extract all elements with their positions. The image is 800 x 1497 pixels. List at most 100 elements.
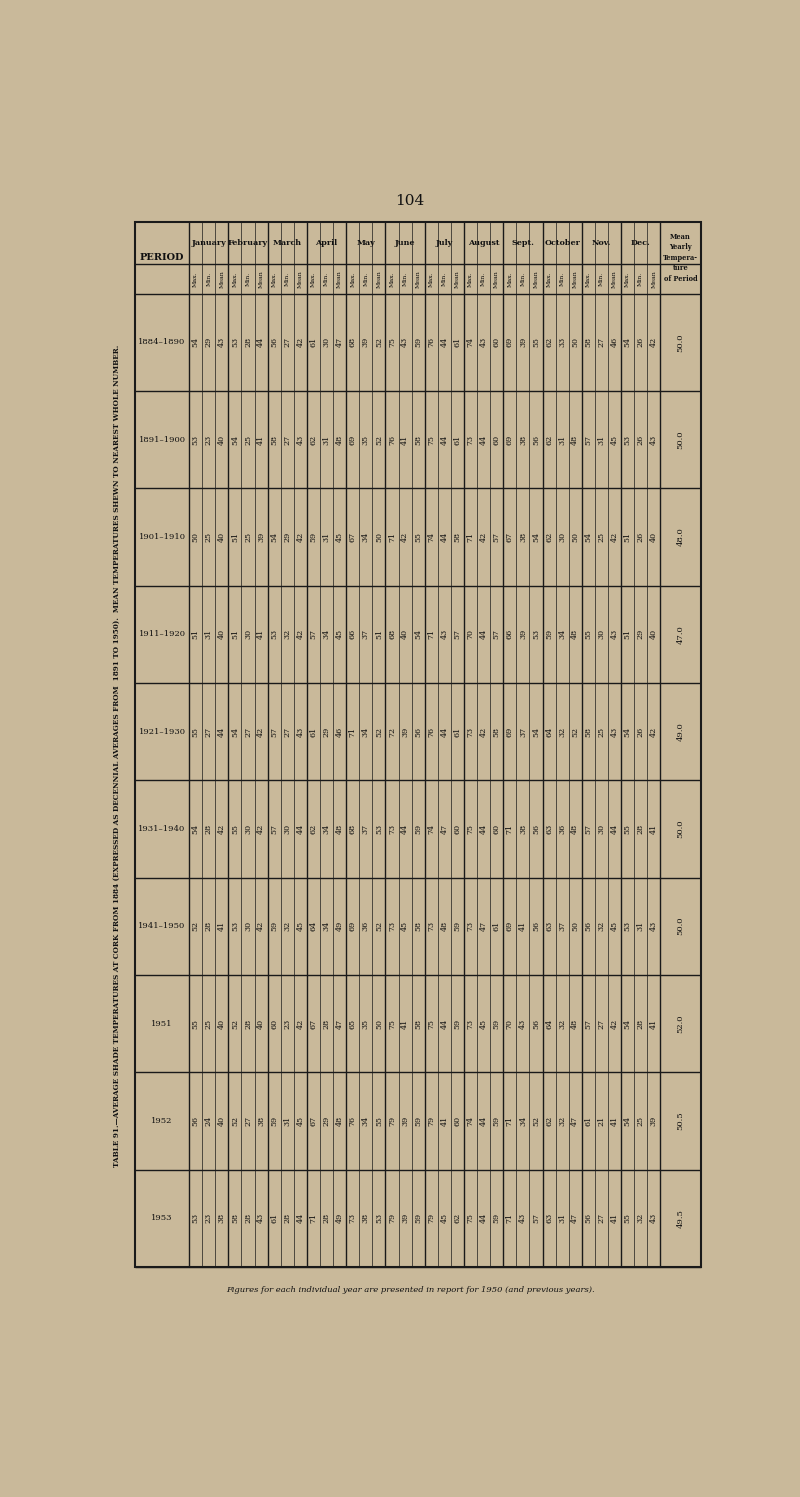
Text: 39: 39 — [519, 629, 527, 639]
Text: 104: 104 — [395, 195, 425, 208]
Text: 32: 32 — [283, 629, 291, 639]
Text: 26: 26 — [637, 434, 645, 445]
Text: 74: 74 — [466, 1115, 474, 1126]
Text: 72: 72 — [388, 726, 396, 737]
Text: 54: 54 — [192, 337, 200, 347]
Text: March: March — [273, 240, 302, 247]
Text: 68: 68 — [349, 337, 357, 347]
Text: 58: 58 — [493, 726, 501, 737]
Text: 57: 57 — [584, 434, 592, 445]
Text: 71: 71 — [310, 1213, 318, 1223]
Text: 68: 68 — [349, 823, 357, 834]
Text: 55: 55 — [584, 629, 592, 639]
Text: 62: 62 — [310, 434, 318, 445]
Text: 31: 31 — [322, 531, 330, 542]
Text: 61: 61 — [454, 337, 462, 347]
Text: 1951: 1951 — [151, 1019, 173, 1027]
Text: 40: 40 — [218, 1018, 226, 1028]
Text: 48: 48 — [440, 921, 448, 931]
Text: 34: 34 — [558, 629, 566, 639]
Text: 50.0: 50.0 — [677, 918, 685, 936]
Text: 42: 42 — [610, 531, 618, 542]
Text: 51: 51 — [192, 629, 200, 639]
Text: 44: 44 — [480, 1213, 488, 1223]
Text: 62: 62 — [545, 531, 553, 542]
Text: 51: 51 — [375, 629, 383, 639]
Text: 58: 58 — [414, 1018, 422, 1028]
Text: 42: 42 — [257, 921, 265, 931]
Text: 52: 52 — [231, 1018, 239, 1028]
Text: TABLE 91.—AVERAGE SHADE TEMPERATURES AT CORK FROM 1884 (EXPRESSED AS DECENNIAL A: TABLE 91.—AVERAGE SHADE TEMPERATURES AT … — [113, 344, 121, 1168]
Text: Max.: Max. — [507, 271, 512, 287]
Text: 58: 58 — [454, 531, 462, 542]
Text: 53: 53 — [231, 921, 239, 931]
Text: 46: 46 — [610, 337, 618, 347]
Text: 56: 56 — [192, 1115, 200, 1126]
Text: 76: 76 — [427, 726, 435, 737]
Text: 71: 71 — [388, 531, 396, 542]
Text: 63: 63 — [545, 921, 553, 931]
Text: 52: 52 — [192, 921, 200, 931]
Text: 25: 25 — [598, 726, 606, 737]
Text: 28: 28 — [244, 1213, 252, 1223]
Text: 54: 54 — [532, 531, 540, 542]
Text: 25: 25 — [637, 1115, 645, 1126]
Text: 48: 48 — [571, 434, 579, 445]
Text: 49.5: 49.5 — [677, 1208, 685, 1228]
Text: 25: 25 — [205, 1018, 213, 1028]
Text: Mean: Mean — [455, 269, 460, 287]
Text: Mean: Mean — [416, 269, 421, 287]
Text: 53: 53 — [192, 434, 200, 445]
Text: 41: 41 — [257, 434, 265, 445]
Text: 29: 29 — [283, 531, 291, 542]
Text: 44: 44 — [296, 1213, 304, 1223]
Text: 54: 54 — [624, 1115, 632, 1126]
Text: 27: 27 — [283, 726, 291, 737]
Text: 53: 53 — [624, 434, 632, 445]
Text: Max.: Max. — [429, 271, 434, 287]
Text: 45: 45 — [336, 531, 344, 542]
Text: 31: 31 — [637, 921, 645, 931]
Text: 43: 43 — [440, 629, 448, 639]
Text: 58: 58 — [414, 921, 422, 931]
Text: 48: 48 — [571, 823, 579, 834]
Text: 56: 56 — [532, 921, 540, 931]
Text: 42: 42 — [257, 823, 265, 834]
Text: 59: 59 — [414, 1115, 422, 1126]
Text: 54: 54 — [414, 629, 422, 639]
Text: 44: 44 — [296, 823, 304, 834]
Text: 71: 71 — [349, 726, 357, 737]
Text: 59: 59 — [414, 823, 422, 834]
Text: 44: 44 — [440, 337, 448, 347]
Text: 41: 41 — [440, 1115, 448, 1126]
Text: 27: 27 — [244, 1115, 252, 1126]
Text: 31: 31 — [558, 434, 566, 445]
Text: 44: 44 — [218, 726, 226, 737]
Text: 37: 37 — [362, 823, 370, 834]
Text: 28: 28 — [322, 1213, 330, 1223]
Text: 41: 41 — [610, 1213, 618, 1223]
Text: 38: 38 — [362, 1213, 370, 1223]
Text: Min.: Min. — [520, 272, 526, 286]
Text: 55: 55 — [414, 531, 422, 542]
Text: 29: 29 — [322, 726, 330, 737]
Text: Mean: Mean — [337, 269, 342, 287]
Text: 36: 36 — [362, 921, 370, 931]
Text: 50.5: 50.5 — [677, 1112, 685, 1130]
Text: 28: 28 — [637, 1018, 645, 1028]
Text: 27: 27 — [598, 337, 606, 347]
Text: Min.: Min. — [560, 272, 565, 286]
Text: 63: 63 — [545, 823, 553, 834]
Text: Min.: Min. — [206, 272, 211, 286]
Text: 38: 38 — [519, 434, 527, 445]
Text: 38: 38 — [218, 1213, 226, 1223]
Text: 52: 52 — [375, 434, 383, 445]
Text: 54: 54 — [584, 531, 592, 542]
Text: 52: 52 — [375, 337, 383, 347]
Text: 54: 54 — [270, 531, 278, 542]
Text: 39: 39 — [401, 1213, 409, 1223]
Text: 30: 30 — [244, 823, 252, 834]
Text: 57: 57 — [493, 629, 501, 639]
Text: 40: 40 — [218, 531, 226, 542]
Text: Min.: Min. — [246, 272, 250, 286]
